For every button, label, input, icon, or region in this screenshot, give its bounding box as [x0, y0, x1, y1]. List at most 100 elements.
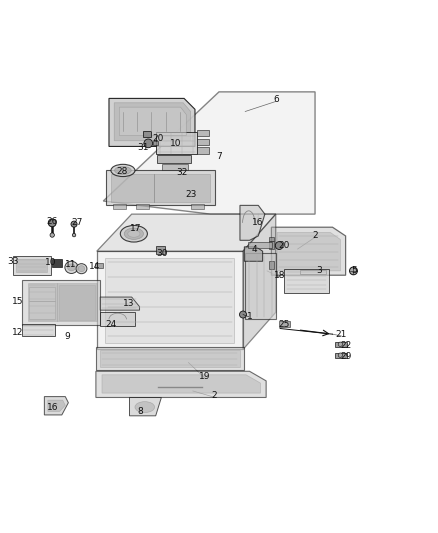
Polygon shape — [243, 214, 276, 350]
Bar — [279, 321, 290, 327]
Text: 13: 13 — [123, 299, 134, 308]
Circle shape — [48, 219, 56, 227]
Text: 16: 16 — [46, 402, 58, 411]
Polygon shape — [272, 227, 346, 275]
Text: 19: 19 — [199, 372, 211, 381]
Text: 2: 2 — [312, 231, 318, 240]
Text: 31: 31 — [138, 143, 149, 152]
Text: 8: 8 — [138, 407, 143, 416]
Bar — [95, 263, 103, 268]
Ellipse shape — [76, 264, 87, 274]
Text: 27: 27 — [71, 219, 83, 228]
Polygon shape — [21, 280, 100, 326]
Ellipse shape — [67, 264, 75, 271]
Text: 12: 12 — [11, 328, 23, 337]
Text: 7: 7 — [216, 152, 222, 161]
Text: 30: 30 — [156, 249, 168, 258]
Text: 10: 10 — [170, 139, 181, 148]
Text: 22: 22 — [340, 341, 351, 350]
Circle shape — [240, 311, 247, 318]
Bar — [269, 261, 275, 269]
Bar — [157, 155, 191, 163]
Bar — [197, 139, 209, 145]
Polygon shape — [102, 375, 261, 393]
Text: 23: 23 — [185, 190, 196, 198]
Bar — [197, 147, 209, 154]
Bar — [59, 285, 95, 320]
Polygon shape — [109, 99, 195, 147]
Polygon shape — [100, 312, 135, 326]
Circle shape — [50, 233, 54, 237]
Circle shape — [338, 342, 343, 346]
Polygon shape — [106, 171, 215, 205]
Text: 25: 25 — [279, 320, 290, 329]
Text: 2: 2 — [211, 391, 216, 400]
Polygon shape — [284, 269, 329, 293]
Text: 3: 3 — [317, 266, 322, 276]
Polygon shape — [21, 324, 55, 336]
Text: 26: 26 — [46, 217, 58, 227]
Bar — [248, 243, 272, 248]
Ellipse shape — [78, 265, 85, 272]
Polygon shape — [111, 174, 210, 202]
Bar — [269, 241, 275, 249]
Bar — [29, 302, 55, 319]
Polygon shape — [244, 247, 263, 261]
Polygon shape — [114, 103, 191, 141]
Polygon shape — [245, 253, 276, 319]
Polygon shape — [240, 205, 265, 240]
Text: 28: 28 — [117, 167, 128, 176]
Bar — [191, 204, 204, 209]
Polygon shape — [96, 348, 244, 370]
Text: 1: 1 — [247, 312, 252, 321]
Text: 33: 33 — [7, 257, 19, 266]
Ellipse shape — [128, 230, 140, 237]
Bar — [269, 237, 275, 241]
Polygon shape — [97, 251, 243, 350]
Text: 16: 16 — [252, 219, 263, 228]
Polygon shape — [130, 398, 161, 416]
Polygon shape — [44, 397, 68, 415]
Text: 24: 24 — [105, 320, 117, 329]
Circle shape — [276, 241, 283, 249]
Bar — [144, 131, 151, 137]
Polygon shape — [96, 372, 266, 398]
Ellipse shape — [124, 228, 144, 239]
Polygon shape — [100, 297, 140, 310]
Bar — [29, 287, 55, 301]
Polygon shape — [13, 256, 51, 275]
Ellipse shape — [111, 164, 135, 176]
Polygon shape — [106, 258, 234, 343]
Bar — [197, 130, 209, 136]
Circle shape — [350, 267, 357, 275]
Ellipse shape — [135, 402, 155, 413]
Polygon shape — [100, 350, 240, 367]
Circle shape — [71, 221, 77, 227]
Bar — [136, 204, 149, 209]
Bar — [335, 352, 347, 358]
Bar — [300, 270, 326, 274]
Polygon shape — [97, 214, 276, 251]
Text: 21: 21 — [336, 330, 347, 338]
Circle shape — [72, 233, 76, 237]
Text: 4: 4 — [251, 245, 257, 254]
Polygon shape — [103, 92, 315, 214]
Ellipse shape — [115, 166, 131, 174]
Polygon shape — [28, 283, 97, 321]
Text: 20: 20 — [279, 241, 290, 250]
Text: 32: 32 — [176, 168, 187, 177]
Polygon shape — [277, 232, 340, 271]
Polygon shape — [120, 107, 186, 135]
Ellipse shape — [120, 225, 148, 242]
Text: 18: 18 — [273, 271, 285, 280]
Bar — [155, 133, 197, 154]
Bar — [113, 204, 127, 209]
Ellipse shape — [65, 261, 78, 273]
Text: 6: 6 — [273, 95, 279, 104]
Bar — [162, 164, 187, 169]
Circle shape — [338, 353, 343, 357]
Text: 11: 11 — [65, 260, 76, 269]
Text: 29: 29 — [340, 351, 351, 360]
Polygon shape — [16, 259, 47, 272]
Polygon shape — [48, 400, 65, 411]
